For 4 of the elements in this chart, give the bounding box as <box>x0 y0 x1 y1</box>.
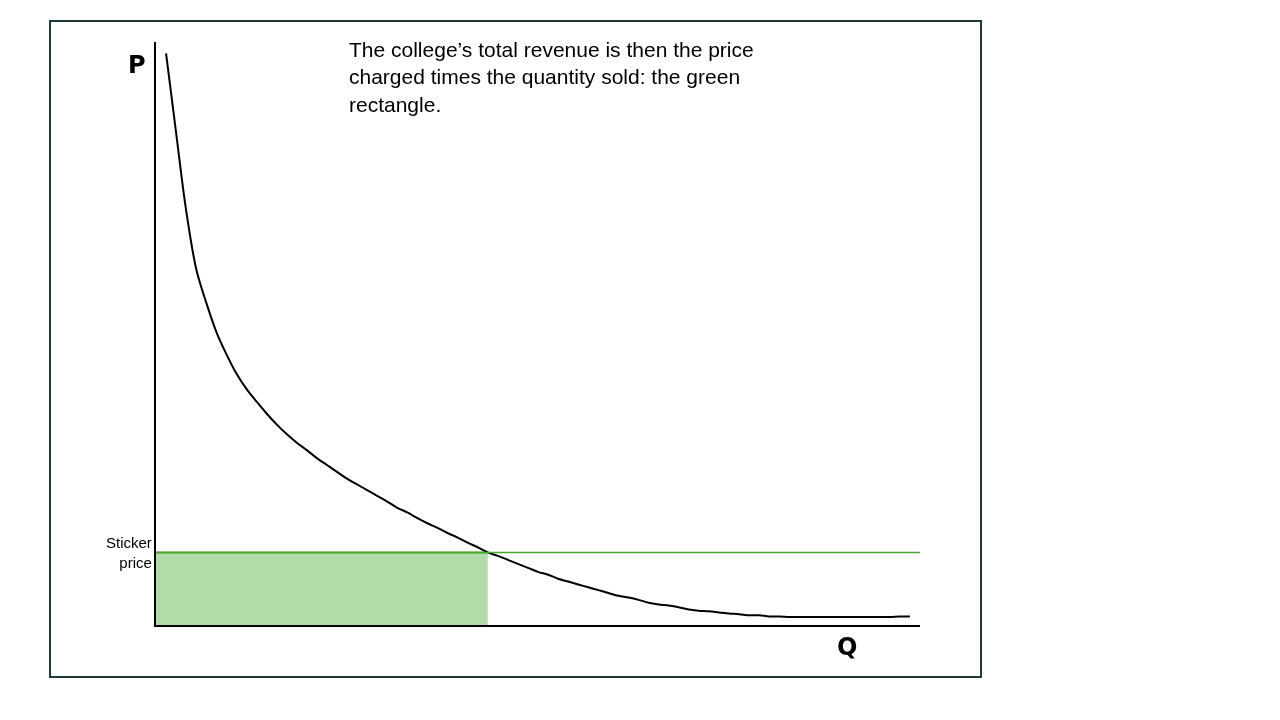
ref-line-label: Sticker price <box>106 534 152 571</box>
x-axis-title: Q <box>837 633 858 661</box>
annotation: The college’s total revenue is then the price charged times the quantity sold: the green rectangle. <box>349 38 754 116</box>
y-axis-title: P <box>128 51 146 79</box>
